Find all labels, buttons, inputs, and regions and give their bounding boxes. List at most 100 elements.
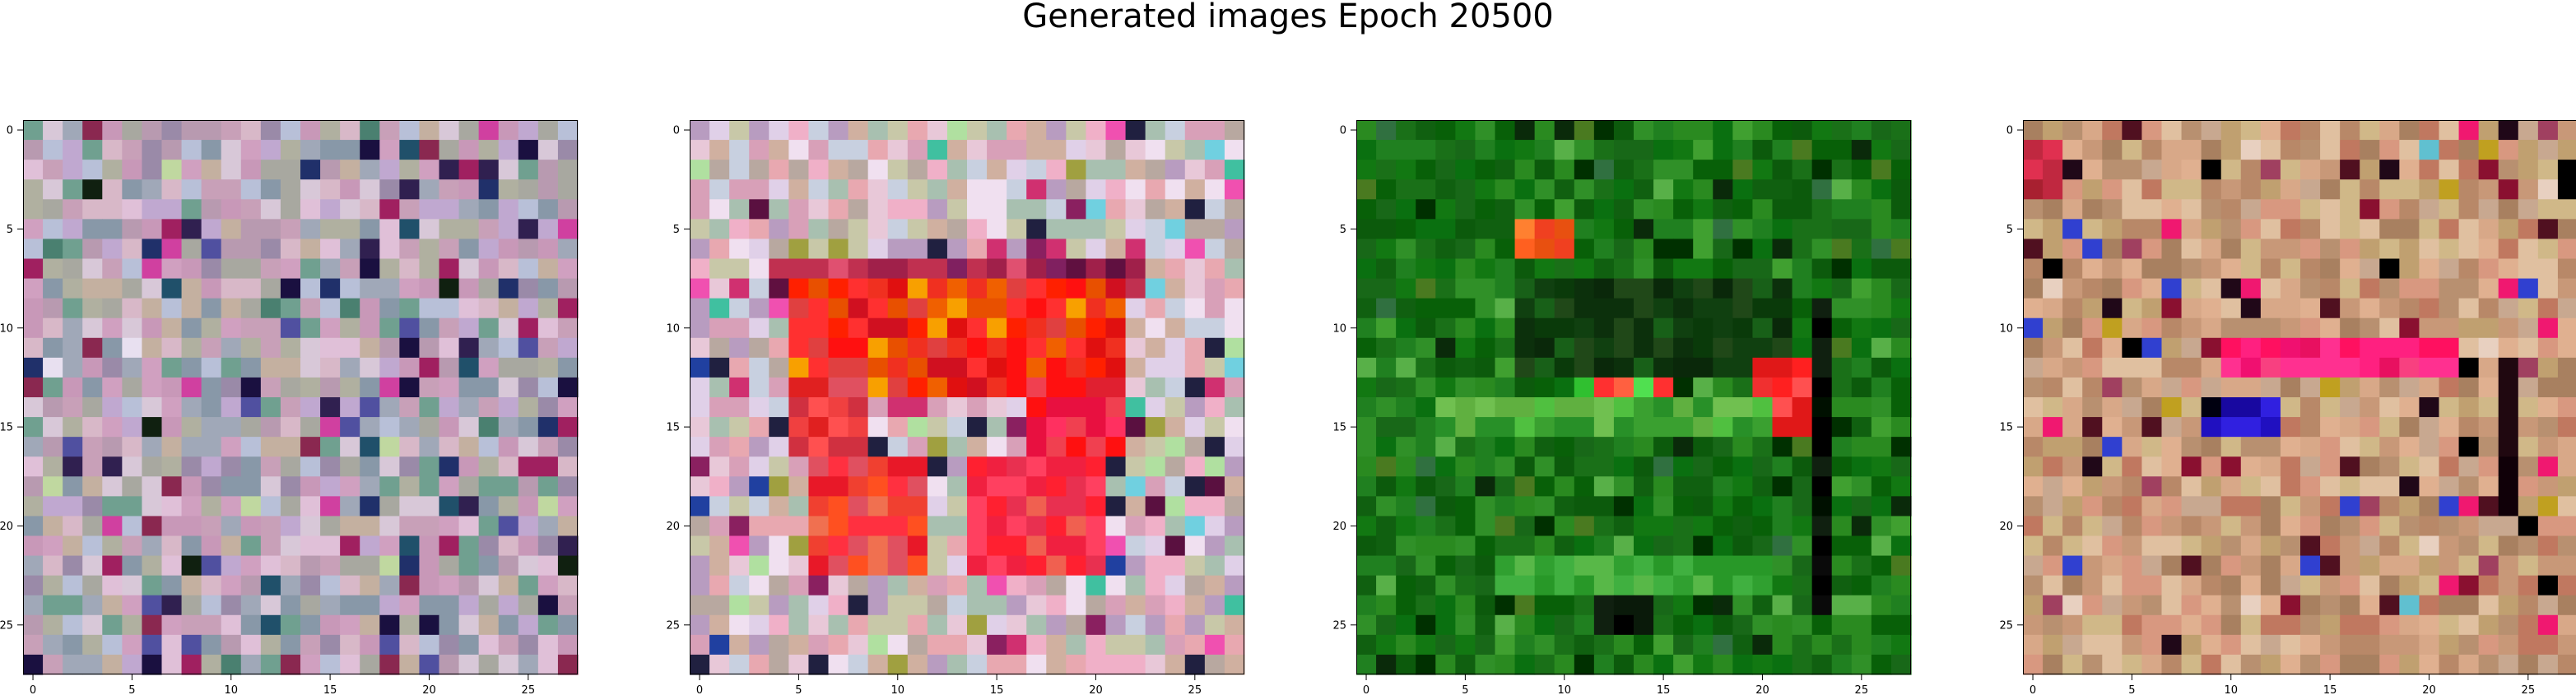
x-tick-label: 10: [2224, 684, 2238, 695]
pixel-cell: [2102, 634, 2123, 656]
pixel-cell: [769, 377, 789, 398]
pixel-cell: [907, 317, 928, 339]
pixel-cell: [181, 555, 202, 577]
pixel-cell: [2300, 120, 2321, 141]
pixel-cell: [2260, 516, 2281, 537]
pixel-cell: [1871, 496, 1892, 517]
pixel-cell: [1890, 258, 1912, 280]
pixel-cell: [749, 258, 770, 280]
pixel-cell: [1574, 357, 1595, 378]
pixel-cell: [1534, 516, 1555, 537]
pixel-cell: [2102, 337, 2123, 359]
pixel-cell: [2201, 456, 2222, 477]
pixel-cell: [2300, 239, 2321, 260]
pixel-cell: [749, 219, 770, 240]
pixel-cell: [987, 357, 1007, 378]
pixel-cell: [848, 239, 869, 260]
pixel-cell: [1613, 120, 1634, 141]
pixel-cell: [2399, 575, 2420, 596]
pixel-cell: [709, 437, 730, 457]
pixel-cell: [537, 317, 559, 339]
pixel-cell: [260, 120, 281, 141]
pixel-cell: [927, 595, 948, 616]
pixel-cell: [1514, 317, 1536, 339]
pixel-cell: [1593, 357, 1615, 378]
pixel-cell: [1007, 397, 1027, 418]
pixel-cell: [102, 199, 123, 220]
pixel-cell: [518, 377, 539, 398]
pixel-cell: [1066, 516, 1087, 537]
pixel-cell: [1831, 437, 1853, 457]
pixel-cell: [142, 634, 163, 656]
pixel-cell: [1851, 258, 1872, 280]
pixel-cell: [63, 555, 83, 577]
pixel-cell: [2201, 120, 2222, 141]
pixel-cell: [1732, 298, 1754, 319]
pixel-cell: [379, 120, 400, 141]
pixel-cell: [709, 199, 730, 220]
pixel-cell: [1554, 120, 1575, 141]
pixel-cell: [82, 417, 103, 438]
pixel-cell: [360, 456, 380, 477]
pixel-cell: [2260, 575, 2281, 596]
pixel-cell: [1125, 278, 1146, 299]
pixel-cell: [102, 317, 123, 339]
pixel-cell: [161, 160, 183, 180]
pixel-cell: [867, 476, 889, 497]
pixel-cell: [2419, 437, 2440, 457]
pixel-cell: [2320, 437, 2341, 457]
pixel-cell: [1066, 199, 1087, 220]
pixel-cell: [749, 496, 770, 517]
pixel-cell: [63, 614, 83, 636]
pixel-cell: [1811, 595, 1833, 616]
pixel-cell: [887, 437, 909, 457]
pixel-cell: [907, 120, 928, 141]
pixel-cell: [2043, 595, 2063, 616]
pixel-cell: [907, 496, 928, 517]
pixel-cell: [927, 535, 948, 557]
pixel-cell: [848, 654, 869, 675]
pixel-cell: [967, 535, 988, 557]
pixel-cell: [1811, 179, 1833, 200]
pixel-cell: [2498, 614, 2519, 636]
pixel-cell: [2260, 219, 2281, 240]
pixel-cell: [2300, 278, 2321, 299]
pixel-cell: [419, 555, 440, 577]
pixel-cell: [1811, 575, 1833, 596]
pixel-cell: [379, 298, 400, 319]
pixel-cell: [1713, 357, 1733, 378]
pixel-cell: [1184, 417, 1206, 438]
pixel-cell: [1732, 634, 1754, 656]
pixel-cell: [1086, 456, 1107, 477]
pixel-cell: [690, 377, 710, 398]
pixel-cell: [1673, 555, 1694, 577]
pixel-cell: [967, 140, 988, 160]
pixel-cell: [1145, 496, 1166, 517]
pixel-cell: [82, 555, 103, 577]
pixel-cell: [1416, 219, 1436, 240]
pixel-cell: [2458, 140, 2480, 160]
pixel-cell: [2082, 317, 2103, 339]
pixel-cell: [340, 199, 360, 220]
pixel-cell: [2280, 160, 2301, 180]
pixel-cell: [967, 555, 988, 577]
pixel-cell: [729, 535, 750, 557]
pixel-cell: [1792, 298, 1813, 319]
pixel-cell: [102, 535, 123, 557]
pixel-cell: [1204, 160, 1225, 180]
pixel-cell: [2439, 337, 2460, 359]
pixel-cell: [102, 239, 123, 260]
pixel-cell: [1534, 239, 1555, 260]
pixel-cell: [887, 278, 909, 299]
pixel-cell: [1224, 516, 1245, 537]
pixel-cell: [340, 595, 360, 616]
pixel-cell: [907, 239, 928, 260]
pixel-cell: [2102, 456, 2123, 477]
pixel-cell: [769, 160, 789, 180]
pixel-cell: [2201, 397, 2222, 418]
pixel-cell: [2141, 417, 2163, 438]
pixel-cell: [181, 456, 202, 477]
pixel-cell: [102, 278, 123, 299]
pixel-cell: [2360, 595, 2380, 616]
pixel-cell: [1224, 555, 1245, 577]
